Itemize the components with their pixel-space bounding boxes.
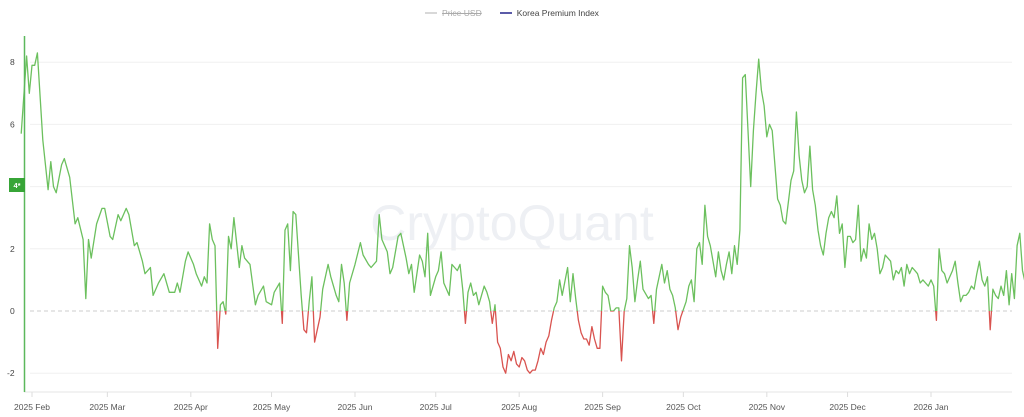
chart-legend: Price USD Korea Premium Index	[0, 8, 1024, 18]
grid-lines	[30, 61, 1012, 374]
y-tick-label: 2	[10, 244, 15, 254]
legend-label-korea-premium: Korea Premium Index	[516, 8, 599, 18]
x-tick-label: 2025 Mar	[89, 402, 125, 412]
series-line-positive	[20, 52, 1024, 311]
y-axis: -2 0 2 6 8	[7, 57, 15, 378]
legend-swatch-price-usd	[425, 12, 438, 14]
x-tick-label: 2025 Aug	[501, 402, 537, 412]
y-tick-label: 6	[10, 119, 15, 129]
legend-item-korea-premium-index[interactable]: Korea Premium Index	[499, 8, 599, 18]
x-axis: 2025 Feb 2025 Mar 2025 Apr 2025 May 2025 Jun…	[14, 391, 1012, 412]
y-tick-label: 8	[10, 57, 15, 67]
x-tick-label: 2026 Jan	[914, 402, 949, 412]
watermark: CryptoQuant	[370, 195, 654, 251]
x-tick-label: 2025 Oct	[666, 402, 701, 412]
x-tick-label: 2025 Feb	[14, 402, 50, 412]
current-value-badge: 4*	[9, 178, 25, 192]
y-tick-label: 0	[10, 306, 15, 316]
x-tick-label: 2025 Dec	[829, 402, 866, 412]
x-tick-label: 2025 Sep	[584, 402, 621, 412]
x-tick-label: 2025 May	[253, 402, 291, 412]
legend-label-price-usd: Price USD	[442, 8, 482, 18]
x-tick-label: 2025 Jul	[420, 402, 452, 412]
x-tick-label: 2025 Jun	[338, 402, 373, 412]
legend-swatch-korea-premium	[499, 12, 512, 14]
x-tick-label: 2025 Apr	[174, 402, 208, 412]
x-tick-label: 2025 Nov	[749, 402, 786, 412]
legend-item-price-usd[interactable]: Price USD	[425, 8, 482, 18]
y-tick-label: -2	[7, 368, 15, 378]
